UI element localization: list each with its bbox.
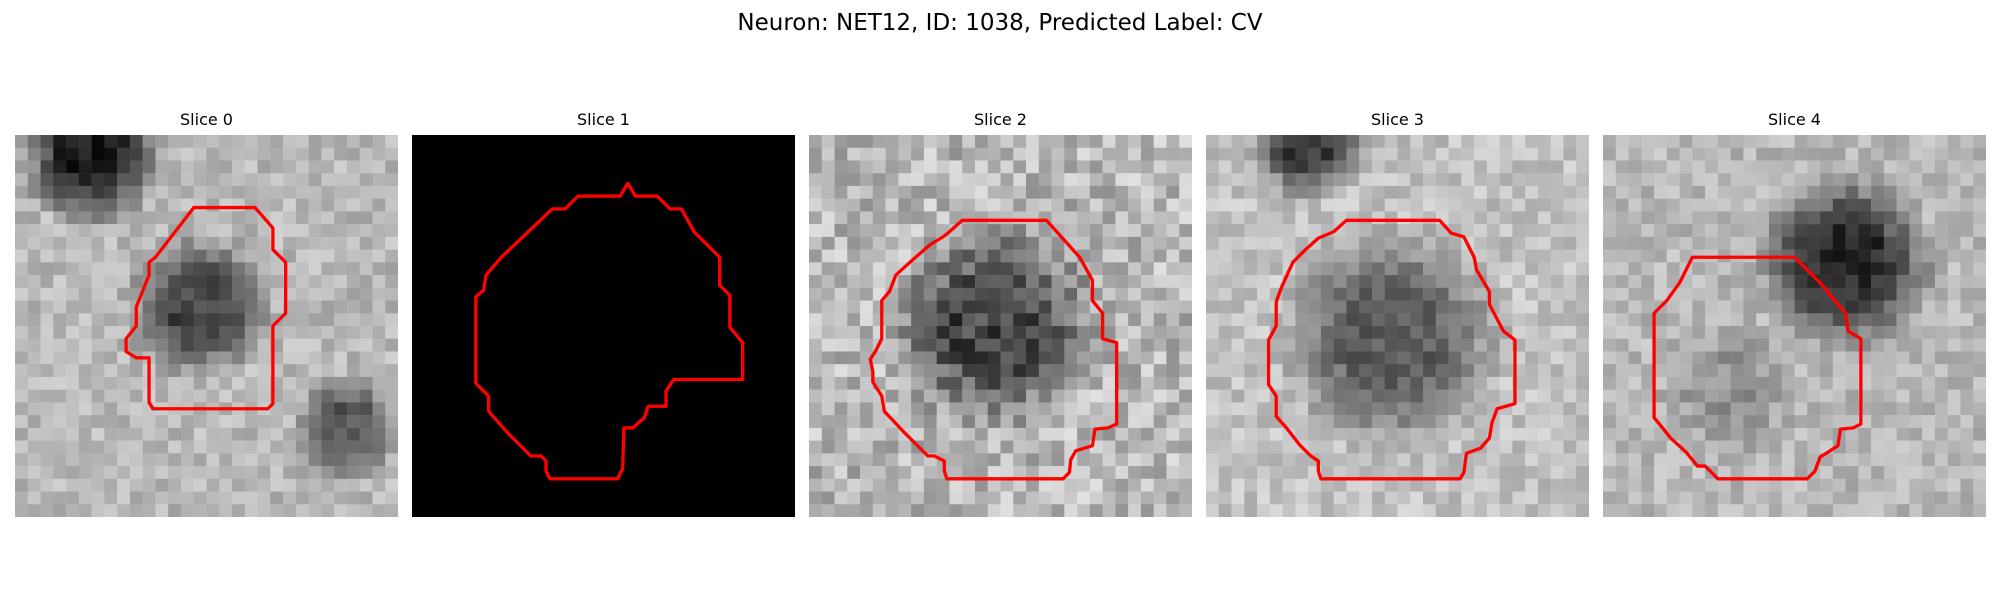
- slice-image-1: [412, 135, 795, 517]
- slice-title-3: Slice 3: [1371, 110, 1424, 129]
- slice-title-1: Slice 1: [577, 110, 630, 129]
- segmentation-outline-4: [1652, 255, 1863, 481]
- grayscale-pixel-grid-2: [809, 135, 1192, 517]
- segmentation-outline-2: [868, 218, 1119, 481]
- slice-image-2: [809, 135, 1192, 517]
- black-background: [412, 135, 795, 517]
- slice-image-3: [1206, 135, 1589, 517]
- slice-image-0: [15, 135, 398, 517]
- segmentation-outline-3: [1266, 218, 1517, 481]
- figure-title: Neuron: NET12, ID: 1038, Predicted Label…: [737, 10, 1263, 36]
- grayscale-pixel-grid-0: [15, 135, 398, 517]
- segmentation-outline-1: [474, 181, 745, 481]
- segmentation-outline-0: [124, 205, 288, 411]
- slice-title-4: Slice 4: [1768, 110, 1821, 129]
- slice-title-0: Slice 0: [180, 110, 233, 129]
- slice-title-2: Slice 2: [974, 110, 1027, 129]
- grayscale-pixel-grid-3: [1206, 135, 1589, 517]
- slice-image-4: [1603, 135, 1986, 517]
- grayscale-pixel-grid-4: [1603, 135, 1986, 517]
